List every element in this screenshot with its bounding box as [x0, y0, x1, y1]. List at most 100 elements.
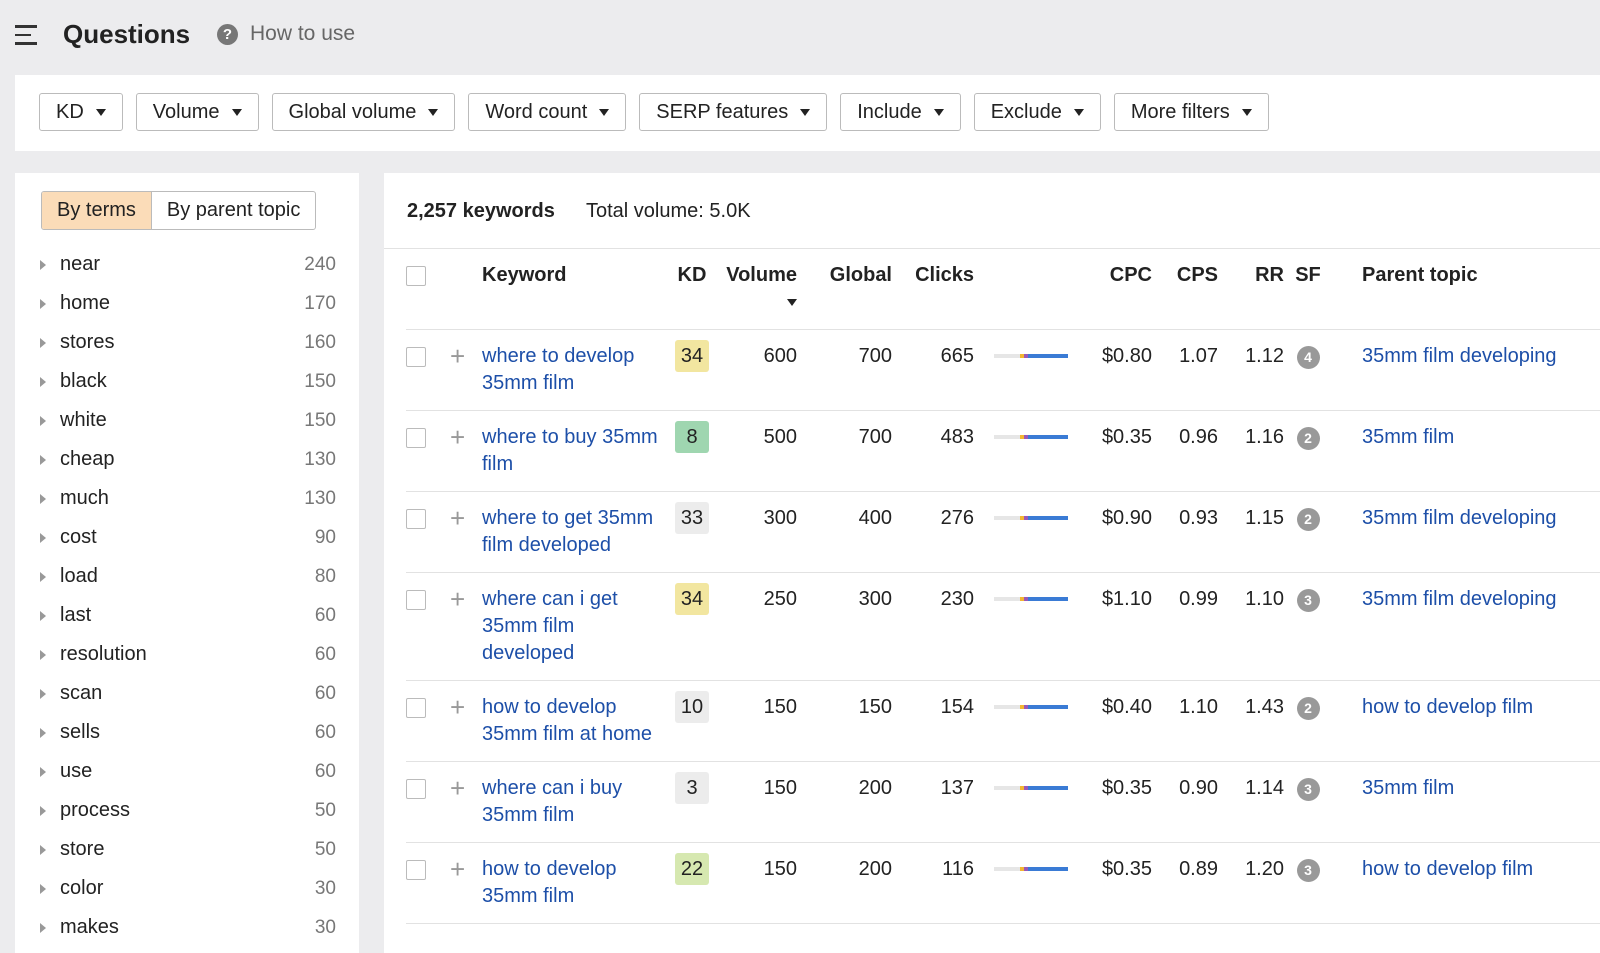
column-header[interactable]: Parent topic: [1332, 249, 1600, 329]
rr: 1.15: [1245, 507, 1284, 529]
term-count: 150: [304, 409, 336, 431]
filter-button[interactable]: Global volume: [271, 93, 456, 131]
term-row[interactable]: much 130: [40, 479, 336, 518]
tab[interactable]: By terms: [42, 192, 152, 229]
column-header[interactable]: RR: [1218, 249, 1284, 329]
term-row[interactable]: sells 60: [40, 713, 336, 752]
column-header[interactable]: SF: [1284, 249, 1332, 329]
serp-features[interactable]: 2: [1296, 697, 1320, 720]
keyword-link[interactable]: how to develop 35mm film at home: [482, 696, 653, 745]
serp-features[interactable]: 3: [1296, 589, 1320, 612]
keyword-link[interactable]: where to buy 35mm film: [482, 426, 658, 475]
keyword-link[interactable]: how to develop 35mm film: [482, 858, 617, 907]
parent-topic[interactable]: 35mm film developing: [1362, 507, 1557, 529]
help-link[interactable]: How to use: [250, 22, 356, 45]
term-row[interactable]: makes 30: [40, 908, 336, 947]
tab[interactable]: By parent topic: [166, 199, 301, 221]
rr: 1.43: [1245, 696, 1284, 718]
term-row[interactable]: color 30: [40, 869, 336, 908]
column-label: RR: [1255, 264, 1284, 286]
cell: 4: [1284, 330, 1332, 410]
serp-features[interactable]: 2: [1296, 427, 1320, 450]
filter-button[interactable]: Word count: [468, 93, 627, 131]
filter-button[interactable]: KD: [39, 93, 123, 131]
term-row[interactable]: stores 160: [40, 323, 336, 362]
filter-button[interactable]: Volume: [135, 93, 259, 131]
filter-button[interactable]: More filters: [1113, 93, 1269, 131]
clicks-bar-segment: [1024, 354, 1028, 358]
clicks-bar: [994, 435, 1068, 439]
serp-features[interactable]: 3: [1296, 859, 1320, 882]
term-row[interactable]: load 80: [40, 557, 336, 596]
global-volume: 300: [858, 588, 892, 610]
help-icon[interactable]: ?: [217, 24, 238, 45]
column-label: Volume: [726, 264, 797, 286]
column-header[interactable]: Global: [797, 249, 892, 329]
column-header[interactable]: Keyword: [482, 249, 667, 329]
checkbox[interactable]: [406, 779, 426, 799]
serp-features[interactable]: 3: [1296, 778, 1320, 801]
keyword-link[interactable]: where can i buy 35mm film: [482, 777, 623, 826]
keyword-link[interactable]: where can i get 35mm film developed: [482, 588, 618, 664]
filter-button[interactable]: Exclude: [973, 93, 1101, 131]
keyword-link[interactable]: where to develop 35mm film: [482, 345, 635, 394]
filter-button[interactable]: SERP features: [639, 93, 828, 131]
add-button[interactable]: +: [450, 422, 466, 452]
parent-topic[interactable]: how to develop film: [1362, 696, 1534, 718]
checkbox[interactable]: [406, 347, 426, 367]
expand-icon: [40, 649, 46, 660]
parent-topic[interactable]: how to develop film: [1362, 858, 1534, 880]
checkbox[interactable]: [406, 266, 426, 286]
column-header[interactable]: Clicks: [892, 249, 974, 329]
term-row[interactable]: white 150: [40, 401, 336, 440]
parent-topic[interactable]: 35mm film: [1362, 777, 1455, 799]
add-button[interactable]: +: [450, 692, 466, 722]
clicks: 137: [940, 777, 974, 799]
term-row[interactable]: home 170: [40, 284, 336, 323]
parent-topic[interactable]: 35mm film developing: [1362, 588, 1557, 610]
expand-icon: [40, 454, 46, 465]
term-row[interactable]: store 50: [40, 830, 336, 869]
cell: [974, 573, 1074, 680]
checkbox[interactable]: [406, 428, 426, 448]
term-row[interactable]: cost 90: [40, 518, 336, 557]
term-row[interactable]: use 60: [40, 752, 336, 791]
table-row: + where can i get 35mm film developed 34 25…: [406, 573, 1600, 681]
term-row[interactable]: resolution 60: [40, 635, 336, 674]
add-button[interactable]: +: [450, 584, 466, 614]
term-row[interactable]: cheap 130: [40, 440, 336, 479]
term-count: 60: [314, 760, 336, 782]
expand-icon: [40, 532, 46, 543]
checkbox[interactable]: [406, 698, 426, 718]
add-button[interactable]: +: [450, 854, 466, 884]
filters: KD Volume Global volume Word count SERP feat…: [39, 93, 1269, 131]
checkbox[interactable]: [406, 860, 426, 880]
keyword-link[interactable]: where to get 35mm film developed: [482, 507, 654, 556]
serp-features[interactable]: 2: [1296, 508, 1320, 531]
table-row: + where can i buy 35mm film 3 150 200 137 $0.3…: [406, 762, 1600, 843]
checkbox[interactable]: [406, 590, 426, 610]
column-header[interactable]: KD: [667, 249, 717, 329]
column-header[interactable]: CPC: [1074, 249, 1152, 329]
add-button[interactable]: +: [450, 341, 466, 371]
add-button[interactable]: +: [450, 773, 466, 803]
expand-icon: [40, 922, 46, 933]
filter-button[interactable]: Include: [840, 93, 961, 131]
add-button[interactable]: +: [450, 503, 466, 533]
cpc: $0.35: [1101, 426, 1152, 448]
menu-button[interactable]: [15, 25, 37, 51]
checkbox[interactable]: [406, 509, 426, 529]
term-row[interactable]: near 240: [40, 245, 336, 284]
term-row[interactable]: process 50: [40, 791, 336, 830]
parent-topic[interactable]: 35mm film: [1362, 426, 1455, 448]
term-row[interactable]: last 60: [40, 596, 336, 635]
serp-features[interactable]: 4: [1296, 346, 1320, 369]
divider: [384, 248, 1600, 249]
term-row[interactable]: scan 60: [40, 674, 336, 713]
term-count: 130: [304, 448, 336, 470]
parent-topic[interactable]: 35mm film developing: [1362, 345, 1557, 367]
column-header[interactable]: CPS: [1152, 249, 1218, 329]
column-header[interactable]: Volume: [717, 249, 797, 329]
clicks-bar-segment: [1028, 354, 1068, 358]
term-row[interactable]: black 150: [40, 362, 336, 401]
